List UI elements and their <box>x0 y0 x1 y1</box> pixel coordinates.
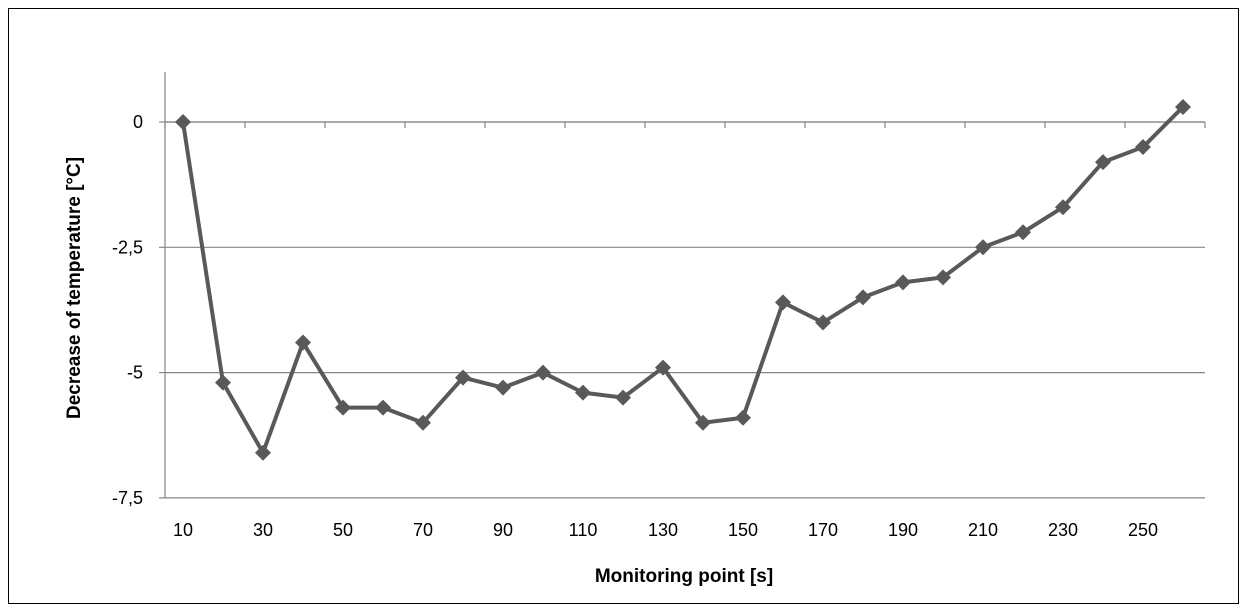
data-point <box>895 274 911 291</box>
data-point <box>375 399 391 416</box>
data-point <box>1095 154 1111 171</box>
data-point <box>215 374 231 391</box>
x-tick-label: 70 <box>413 520 433 540</box>
axes <box>164 72 1205 498</box>
data-point <box>815 314 831 331</box>
data-point <box>415 414 431 431</box>
data-point <box>1135 139 1151 156</box>
data-point <box>855 289 871 306</box>
data-point <box>535 364 551 381</box>
data-point <box>335 399 351 416</box>
x-tick-label: 250 <box>1128 520 1158 540</box>
series <box>175 98 1191 461</box>
data-point <box>575 384 591 401</box>
data-point <box>935 269 951 286</box>
data-point <box>455 369 471 386</box>
x-tick-label: 10 <box>173 520 193 540</box>
data-point <box>495 379 511 396</box>
data-point <box>695 414 711 431</box>
x-tick-label: 190 <box>888 520 918 540</box>
data-point <box>735 409 751 426</box>
data-point <box>1015 224 1031 241</box>
data-point <box>975 239 991 256</box>
data-point <box>1175 98 1191 115</box>
x-tick-label: 110 <box>569 520 598 540</box>
x-tick-label: 170 <box>808 520 838 540</box>
data-point <box>255 444 271 461</box>
y-axis-title: Decrease of temperature [°C] <box>64 157 85 419</box>
x-tick-label: 150 <box>728 520 758 540</box>
x-ticks: 10 30 50 70 90 110 130 150 170 190 210 230 250 <box>164 122 1206 540</box>
y-tick-label: -7,5 <box>112 488 143 508</box>
x-tick-label: 50 <box>333 520 353 540</box>
x-tick-label: 30 <box>253 520 273 540</box>
data-point <box>1055 199 1071 216</box>
data-point <box>295 334 311 351</box>
x-tick-label: 210 <box>968 520 998 540</box>
x-axis-title: Monitoring point [s] <box>595 566 773 587</box>
y-ticks: 0 -2,5 -5 -7,5 <box>112 112 165 508</box>
data-point <box>615 389 631 406</box>
y-tick-label: -5 <box>127 363 143 383</box>
data-point <box>175 114 191 130</box>
gridlines <box>165 121 1205 499</box>
y-tick-label: -2,5 <box>112 237 143 257</box>
x-tick-label: 90 <box>493 520 513 540</box>
data-point <box>775 294 791 311</box>
data-point <box>655 359 671 376</box>
y-tick-label: 0 <box>133 112 143 132</box>
x-tick-label: 130 <box>648 520 678 540</box>
x-tick-label: 230 <box>1048 520 1078 540</box>
series-line <box>181 105 1185 455</box>
